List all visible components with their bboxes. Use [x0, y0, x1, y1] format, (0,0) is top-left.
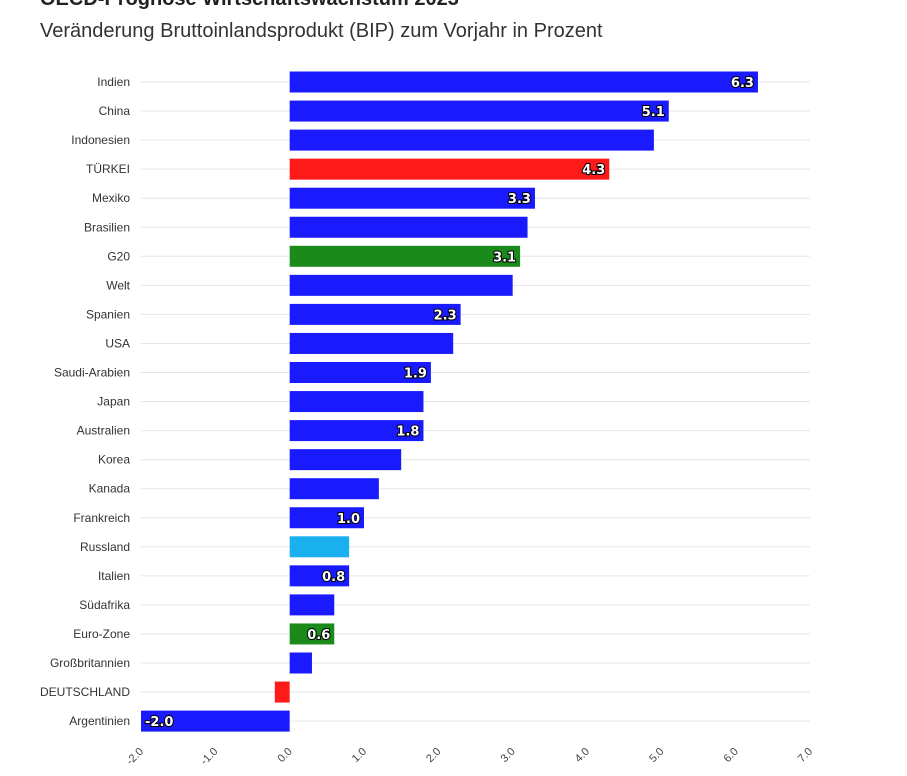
bar-spanien — [289, 303, 461, 325]
bar-großbritannien — [289, 652, 312, 674]
x-tick-label: -2.0 — [124, 746, 146, 768]
bar-euro-zone — [289, 623, 335, 645]
data-label: 0.6 — [307, 628, 330, 643]
bar-südafrika — [289, 594, 335, 616]
data-label: 3.3 — [508, 192, 531, 207]
category-label: Mexiko — [92, 191, 130, 205]
category-label: Japan — [97, 395, 130, 409]
chart-subtitle: Veränderung Bruttoinlandsprodukt (BIP) z… — [40, 20, 603, 42]
category-label: China — [99, 104, 131, 118]
grid-lines — [141, 81, 810, 722]
data-labels: 6.3 5.1 4.3 3.3 3.1 2.3 1.9 1.8 1.0 0.8 0.6 -2.0 — [144, 75, 755, 731]
bar-china — [289, 100, 669, 122]
category-label: Welt — [106, 278, 130, 292]
data-label: 3.1 — [493, 250, 516, 265]
bar-mexiko — [289, 187, 535, 209]
category-labels: Indien China Indonesien TÜRKEI Mexiko Brasili… — [40, 75, 131, 728]
bar-deutschland — [274, 681, 290, 703]
bars — [141, 71, 758, 732]
bar-türkei — [289, 158, 610, 180]
data-label: 0.8 — [322, 570, 345, 585]
category-label: Kanada — [89, 482, 131, 496]
data-label: 4.3 — [582, 163, 605, 178]
data-label: 2.3 — [434, 308, 457, 323]
category-label: Südafrika — [79, 598, 130, 612]
bar-indonesien — [289, 129, 654, 151]
bar-australien — [289, 420, 424, 442]
bar-g20 — [289, 245, 521, 267]
category-label: Spanien — [86, 307, 130, 321]
data-label: 1.9 — [404, 367, 427, 382]
category-label: G20 — [107, 249, 130, 263]
category-label: Russland — [80, 540, 130, 554]
bar-welt — [289, 274, 513, 296]
x-tick-label: 7.0 — [796, 746, 815, 765]
x-tick-label: 4.0 — [573, 746, 592, 765]
category-label: Frankreich — [73, 511, 130, 525]
bar-saudi-arabien — [289, 362, 431, 383]
bar-argentinien — [141, 710, 290, 732]
x-tick-label: 1.0 — [350, 746, 369, 765]
category-label: Großbritannien — [50, 656, 130, 670]
category-label: Korea — [98, 453, 130, 467]
data-label: -2.0 — [145, 715, 173, 730]
category-label: TÜRKEI — [86, 162, 130, 176]
category-label: DEUTSCHLAND — [40, 685, 130, 699]
category-label: Euro-Zone — [73, 627, 130, 641]
x-tick-label: 2.0 — [424, 746, 443, 765]
category-label: Indonesien — [71, 133, 130, 147]
bar-frankreich — [289, 507, 364, 529]
bar-kanada — [289, 478, 379, 500]
data-label: 5.1 — [642, 105, 665, 120]
bar-brasilien — [289, 216, 528, 238]
category-label: Italien — [98, 569, 130, 583]
category-label: Brasilien — [84, 220, 130, 234]
bar-usa — [289, 332, 454, 354]
bar-korea — [289, 449, 402, 471]
category-label: Australien — [77, 424, 130, 438]
bar-italien — [289, 565, 350, 587]
category-label: Indien — [97, 75, 130, 89]
x-tick-label: 6.0 — [721, 746, 740, 765]
bar-russland — [289, 536, 350, 558]
chart-title: OECD-Prognose Wirtschaftswachstum 2023 — [40, 0, 459, 11]
data-label: 1.8 — [396, 425, 419, 440]
x-axis-ticks: -2.0 -1.0 0.0 1.0 2.0 3.0 4.0 5.0 6.0 7.0 — [124, 746, 815, 768]
x-tick-label: -1.0 — [199, 746, 221, 768]
category-label: USA — [105, 336, 130, 350]
category-label: Saudi-Arabien — [54, 366, 130, 380]
bar-indien — [289, 71, 758, 93]
category-label: Argentinien — [69, 714, 130, 728]
data-label: 1.0 — [337, 512, 360, 527]
x-tick-label: 3.0 — [498, 746, 517, 765]
data-label: 6.3 — [731, 76, 754, 91]
x-tick-label: 5.0 — [647, 746, 666, 765]
x-tick-label: 0.0 — [275, 746, 294, 765]
bar-japan — [289, 391, 424, 413]
